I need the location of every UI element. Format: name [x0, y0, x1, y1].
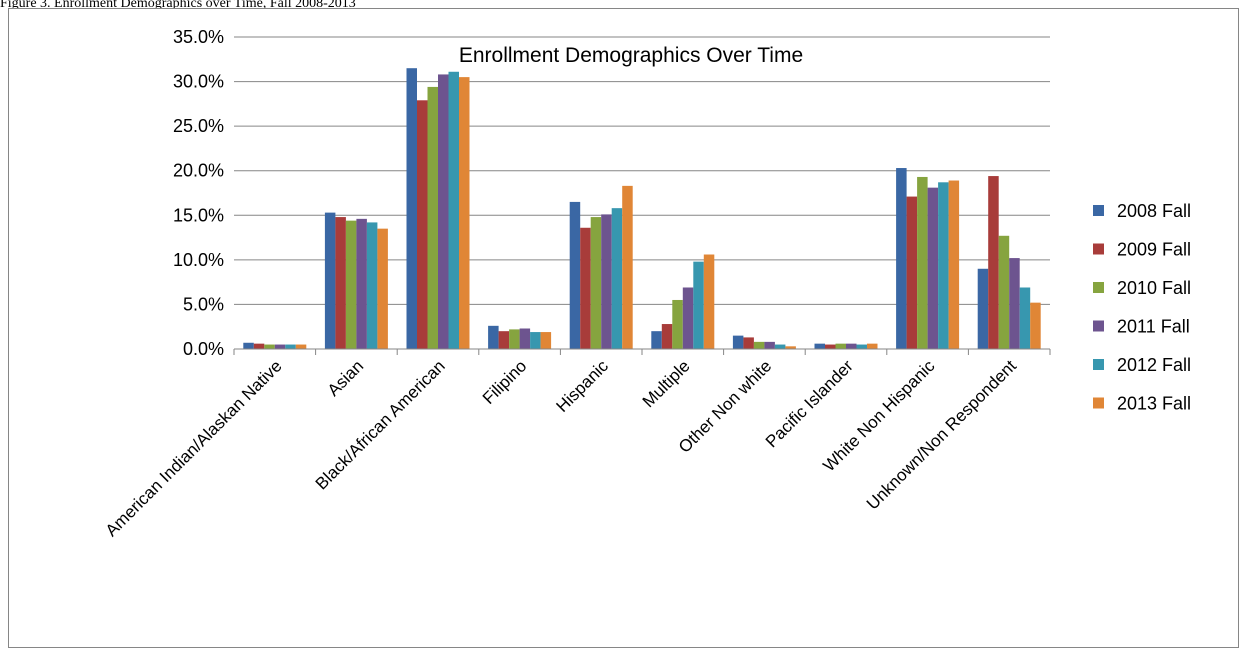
category-labels: American Indian/Alaskan Native AsianBlack… — [102, 356, 1020, 540]
bar — [785, 346, 796, 349]
bar — [345, 220, 357, 349]
bar — [1009, 258, 1020, 349]
y-axis-ticks: 0.0% 5.0% 10.0% 15.0% 20.0% 25.0% 30.0% 35.0% — [173, 27, 224, 359]
y-tick-label: 30.0% — [173, 72, 224, 92]
bar — [580, 227, 591, 349]
bar — [764, 341, 775, 349]
y-tick-label: 10.0% — [173, 250, 224, 270]
category-label: Unknown/Non Respondent — [863, 356, 1020, 513]
legend-label: 2012 Fall — [1117, 355, 1191, 375]
bar — [661, 324, 673, 349]
bar — [488, 325, 499, 349]
bar — [622, 185, 633, 349]
bar — [977, 268, 989, 349]
bar — [417, 100, 428, 349]
bar — [917, 176, 928, 349]
y-tick-label: 35.0% — [173, 27, 224, 47]
bar — [988, 176, 999, 349]
legend-swatch — [1093, 205, 1104, 216]
bar — [867, 343, 878, 349]
bar — [948, 180, 960, 349]
category-label: Pacific Islander — [762, 356, 857, 451]
figure-caption: Figure 3. Enrollment Demographics over T… — [0, 0, 356, 11]
chart-title: Enrollment Demographics Over Time — [459, 44, 803, 67]
legend-label: 2010 Fall — [1117, 278, 1191, 298]
legend-swatch — [1093, 359, 1104, 370]
bar — [693, 261, 704, 349]
bar — [938, 182, 949, 349]
bar — [264, 344, 275, 349]
legend-swatch — [1093, 320, 1104, 332]
bar — [743, 337, 754, 349]
legend-label: 2013 Fall — [1117, 394, 1191, 414]
bar — [682, 287, 694, 349]
bar — [590, 217, 602, 349]
bar — [651, 331, 662, 349]
legend-swatch — [1093, 243, 1104, 255]
bar — [814, 343, 825, 349]
y-tick-label: 25.0% — [173, 116, 224, 136]
bar — [927, 187, 939, 349]
legend-label: 2008 Fall — [1117, 201, 1191, 221]
bar — [509, 329, 520, 349]
legend-swatch — [1093, 397, 1104, 409]
bar — [274, 344, 286, 349]
legend-swatch — [1093, 282, 1104, 293]
y-tick-label: 0.0% — [183, 339, 224, 359]
bar — [825, 344, 836, 349]
x-axis — [233, 348, 1051, 355]
bar — [540, 332, 552, 349]
y-tick-label: 5.0% — [183, 294, 224, 314]
bar — [448, 71, 459, 349]
legend-label: 2009 Fall — [1117, 240, 1191, 260]
bar — [498, 331, 510, 349]
bar — [253, 343, 265, 349]
bar — [846, 343, 857, 349]
bar — [906, 196, 918, 349]
bar — [295, 344, 307, 349]
bar — [856, 344, 867, 349]
bar — [998, 235, 1010, 349]
bar — [530, 332, 541, 349]
y-tick-label: 15.0% — [173, 205, 224, 225]
bar — [519, 328, 531, 349]
bar — [356, 218, 367, 349]
bar — [601, 214, 612, 349]
bar — [1019, 287, 1031, 349]
bar — [835, 343, 846, 349]
legend: 2008 Fall 2009 Fall 2010 Fall 2011 Fall 2012… — [1093, 201, 1191, 414]
bar — [753, 341, 765, 349]
bar — [324, 212, 336, 349]
category-label: Filipino — [479, 356, 531, 408]
bar — [285, 344, 296, 349]
category-label: American Indian/Alaskan Native — [102, 356, 286, 540]
bar — [459, 77, 470, 349]
bar — [896, 168, 907, 349]
bar — [774, 344, 786, 349]
bar — [672, 299, 683, 349]
bar — [703, 254, 715, 349]
bar — [569, 201, 581, 349]
bar — [438, 74, 449, 349]
legend-label: 2011 Fall — [1117, 317, 1190, 337]
bar — [243, 342, 254, 349]
bar — [335, 217, 346, 349]
bar — [1030, 302, 1041, 349]
category-label: Hispanic — [552, 356, 612, 416]
bar — [377, 228, 388, 349]
bar — [406, 68, 417, 349]
chart-title-group: Enrollment Demographics Over Time — [459, 44, 803, 67]
bar — [611, 208, 623, 349]
category-label: Multiple — [639, 356, 694, 411]
bar — [366, 222, 378, 349]
category-label: Asian — [324, 356, 368, 400]
y-tick-label: 20.0% — [173, 161, 224, 181]
bar — [427, 86, 438, 350]
bar — [732, 335, 744, 349]
bars — [243, 68, 1041, 350]
